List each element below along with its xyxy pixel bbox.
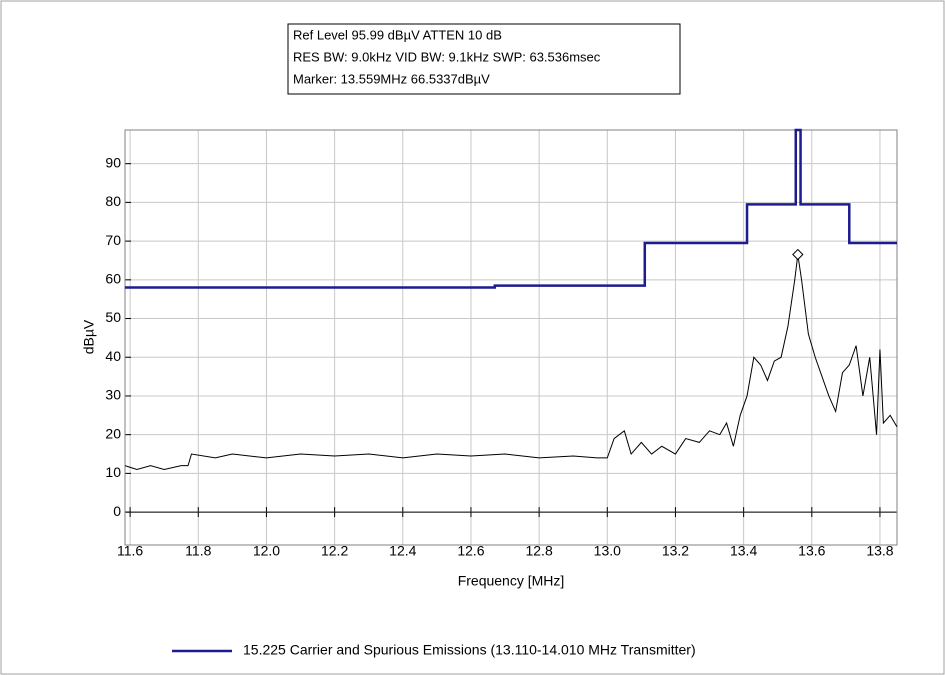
y-axis-label: dBµV — [81, 319, 97, 354]
x-tick-label: 13.4 — [730, 543, 757, 559]
x-tick-label: 12.6 — [457, 543, 484, 559]
series-line — [125, 128, 897, 289]
y-tick-label: 10 — [105, 464, 121, 480]
x-tick-label: 11.8 — [185, 543, 211, 559]
x-tick-label: 13.2 — [662, 543, 689, 559]
y-tick-label: 50 — [105, 309, 121, 325]
x-tick-label: 13.6 — [798, 543, 825, 559]
plot-frame — [124, 129, 898, 546]
x-axis-label: Frequency [MHz] — [458, 573, 565, 589]
header-line: Marker: 13.559MHz 66.5337dBµV — [293, 71, 490, 86]
header-line: RES BW: 9.0kHz VID BW: 9.1kHz SWP: 63.53… — [293, 49, 601, 64]
y-tick-label: 80 — [105, 193, 121, 209]
y-tick-label: 90 — [105, 154, 121, 170]
x-tick-label: 13.0 — [594, 543, 621, 559]
header-line: Ref Level 95.99 dBµV ATTEN 10 dB — [293, 27, 502, 42]
x-tick-label: 12.2 — [321, 543, 348, 559]
x-tick-label: 12.4 — [389, 543, 416, 559]
x-tick-label: 12.0 — [253, 543, 280, 559]
y-tick-label: 70 — [105, 232, 121, 248]
y-tick-label: 40 — [105, 348, 121, 364]
y-tick-label: 0 — [113, 503, 121, 519]
marker — [792, 248, 804, 261]
y-tick-label: 60 — [105, 271, 121, 287]
y-tick-label: 30 — [105, 387, 121, 403]
x-tick-label: 11.6 — [117, 543, 143, 559]
x-tick-label: 13.8 — [866, 543, 893, 559]
header-box — [287, 23, 681, 95]
legend-label: 15.225 Carrier and Spurious Emissions (1… — [243, 642, 696, 658]
y-tick-label: 20 — [105, 425, 121, 441]
series-line — [124, 254, 898, 471]
x-tick-label: 12.8 — [525, 543, 552, 559]
